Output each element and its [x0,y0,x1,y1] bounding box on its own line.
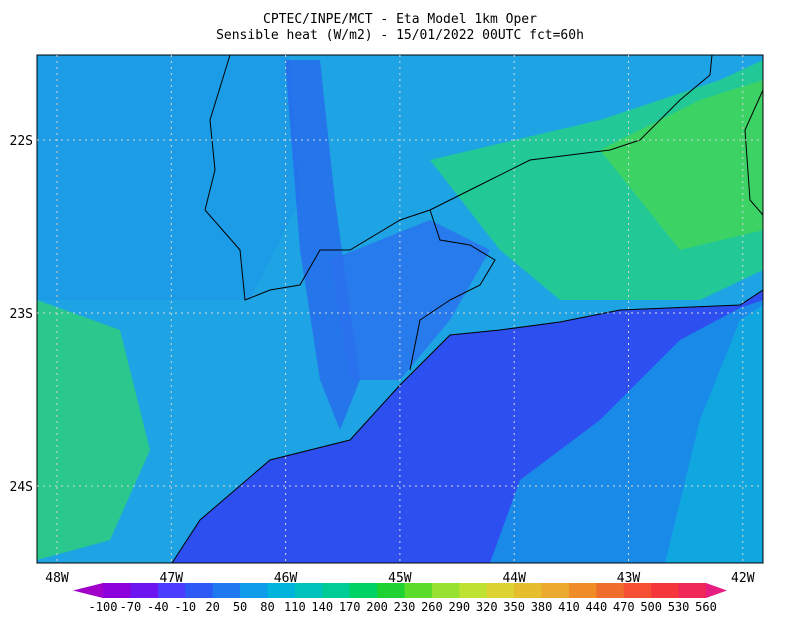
colorbar-segment [541,583,570,598]
grid [37,55,763,563]
colorbar-segment [596,583,625,598]
colorbar-arrow [706,583,727,598]
colorbar-segment [322,583,351,598]
lon-label: 47W [160,571,184,586]
colorbar-label: 170 [339,600,361,614]
colorbar-segment [459,583,488,598]
valley-patch [285,60,360,430]
state-border [409,209,496,371]
colorbar-label: -40 [147,600,169,614]
land-patch [37,300,150,560]
colorbar-label: 140 [311,600,333,614]
colorbar-segment [623,583,652,598]
colorbar-segment [103,583,131,598]
lon-label: 42W [731,571,755,586]
land-patch [37,55,300,300]
colorbar-label: 110 [284,600,306,614]
lon-label: 45W [388,571,412,586]
colorbar-segment [404,583,433,598]
colorbar-label: 290 [448,600,470,614]
colorbar-label: 320 [476,600,498,614]
colorbar-segment [157,583,186,598]
colorbar-label: 530 [668,600,690,614]
colorbar-segment [349,583,378,598]
coastline [171,289,764,564]
colorbar-label: 470 [613,600,635,614]
colorbar-segment [377,583,405,598]
lat-label: 22S [10,134,33,149]
colorbar-arrow [73,583,103,598]
colorbar-label: -10 [174,600,196,614]
colorbar-segment [240,583,268,598]
land-patch [330,220,490,380]
land-patch [600,80,763,250]
colorbar-segment [267,583,296,598]
colorbar-segment [678,583,707,598]
colorbar-label: 20 [205,600,219,614]
colorbar-label: -70 [120,600,142,614]
lat-label: 24S [10,480,33,495]
lat-label: 23S [10,307,33,322]
colorbar-label: 200 [366,600,388,614]
colorbar-label: 560 [695,600,717,614]
colorbar-label: -100 [89,600,118,614]
colorbar-label: 80 [260,600,274,614]
colorbar-segment [185,583,214,598]
lon-label: 46W [274,571,298,586]
colorbar-segment [651,583,680,598]
colorbar-segment [212,583,241,598]
state-border [204,54,713,301]
colorbar-label: 440 [586,600,608,614]
colorbar: -100 -70 -40 -10 20 50 80 110 140 170 200 230 260 290… [73,583,727,614]
state-border [744,89,764,216]
lon-label: 48W [45,571,69,586]
lon-label: 44W [502,571,526,586]
colorbar-label: 260 [421,600,443,614]
axis-labels: 22S 23S 24S 48W 47W 46W 45W 44W 43W 42W [10,134,755,586]
colorbar-label: 380 [531,600,553,614]
colorbar-segment [431,583,460,598]
colorbar-segment [130,583,159,598]
colorbar-label: 350 [503,600,525,614]
colorbar-segment [568,583,597,598]
ocean-far [665,305,763,563]
colorbar-segment [294,583,323,598]
title-line-2: Sensible heat (W/m2) - 15/01/2022 00UTC … [216,28,584,43]
colorbar-label: 500 [640,600,662,614]
lon-label: 43W [617,571,641,586]
colorbar-label: 50 [233,600,247,614]
colorbar-label: 410 [558,600,580,614]
colorbar-label: 230 [394,600,416,614]
colorbar-segment [514,583,543,598]
colorbar-segment [486,583,515,598]
title-line-1: CPTEC/INPE/MCT - Eta Model 1km Oper [263,12,537,27]
